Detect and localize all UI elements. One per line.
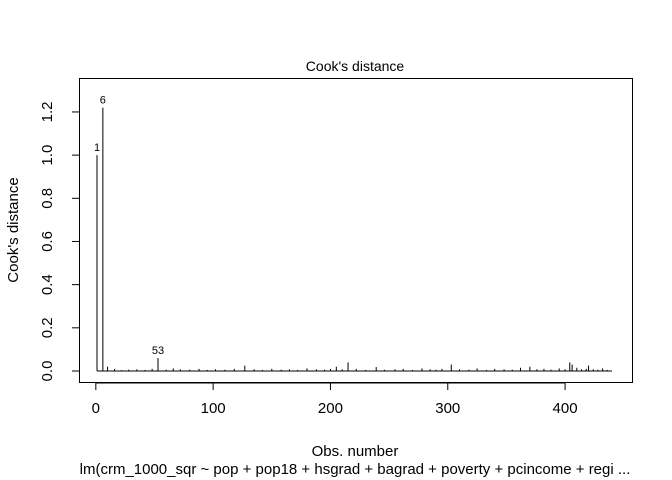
chart-title: Cook's distance [306,58,405,74]
y-tick-label: 1.2 [39,102,56,123]
y-tick-label: 0.0 [39,361,56,382]
x-tick-label: 100 [201,400,226,417]
y-tick-label: 0.4 [39,274,56,295]
y-tick-label: 0.8 [39,188,56,209]
x-tick-label: 300 [435,400,460,417]
point-label-53: 53 [152,345,164,357]
y-axis-label: Cook's distance [5,177,22,282]
point-label-6: 6 [100,95,106,107]
x-tick-label: 400 [553,400,578,417]
data-bars [96,107,612,372]
x-tick-label: 0 [92,400,100,417]
model-formula-subtitle: lm(crm_1000_sqr ~ pop + pop18 + hsgrad +… [80,461,631,478]
y-tick-label: 0.2 [39,317,56,338]
plot-box [79,78,633,383]
x-axis-label: Obs. number [312,443,399,460]
point-label-1: 1 [94,142,100,154]
x-tick-label: 200 [318,400,343,417]
y-tick-label: 0.6 [39,231,56,252]
x-axis: 0 100 200 300 400 [92,382,578,417]
y-tick-label: 1.0 [39,145,56,166]
y-axis: 0.0 0.2 0.4 0.6 0.8 1.0 1.2 [39,102,80,382]
